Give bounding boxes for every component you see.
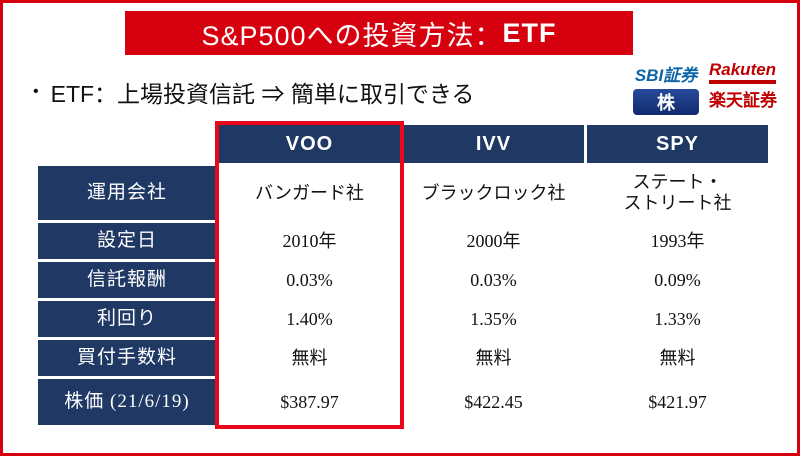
row-label-inception: 設定日 [38, 223, 216, 259]
rakuten-securities-logo: Rakuten 楽天証券 [709, 61, 777, 111]
cell-company-spy: ステート・ ストリート社 [587, 166, 768, 220]
row-label-company: 運用会社 [38, 166, 216, 220]
cell-inception-voo: 2010年 [219, 223, 400, 259]
etf-comparison-table: VOO IVV SPY 運用会社 バンガード社 ブラックロック社 ステート・ ス… [38, 121, 768, 429]
cell-fee-spy: 無料 [587, 340, 768, 376]
title-text: S&P500への投資方法： [201, 20, 503, 51]
cell-company-ivv: ブラックロック社 [403, 166, 584, 220]
cell-fee-ivv: 無料 [403, 340, 584, 376]
bullet-marker: • [33, 83, 39, 100]
cell-price-voo: $387.97 [219, 379, 400, 425]
cell-yield-voo: 1.40% [219, 301, 400, 337]
cell-company-voo: バンガード社 [219, 166, 400, 220]
broker-logos: SBI証券 株 Rakuten 楽天証券 [633, 61, 777, 115]
sbi-securities-logo: SBI証券 株 [633, 61, 699, 115]
cell-expense-ivv: 0.03% [403, 262, 584, 298]
bullet-line: • ETF：上場投資信託 ⇒ 簡単に取引できる [27, 75, 474, 109]
row-label-fee: 買付手数料 [38, 340, 216, 376]
rakuten-shoken-text: 楽天証券 [709, 90, 777, 110]
row-label-yield: 利回り [38, 301, 216, 337]
table-grid: VOO IVV SPY 運用会社 バンガード社 ブラックロック社 ステート・ ス… [38, 121, 768, 429]
cell-yield-ivv: 1.35% [403, 301, 584, 337]
cell-yield-spy: 1.33% [587, 301, 768, 337]
cell-fee-voo: 無料 [219, 340, 400, 376]
header-spy: SPY [587, 125, 768, 163]
title-banner: S&P500への投資方法： ETF [125, 11, 633, 55]
rakuten-brand-text: Rakuten [709, 61, 777, 84]
row-label-price: 株価 (21/6/19) [38, 379, 216, 425]
cell-expense-spy: 0.09% [587, 262, 768, 298]
cell-price-spy: $421.97 [587, 379, 768, 425]
title-highlight: ETF [502, 17, 557, 48]
sbi-kabu-badge: 株 [633, 89, 699, 115]
header-empty-cell [38, 125, 216, 163]
cell-price-ivv: $422.45 [403, 379, 584, 425]
row-label-expense: 信託報酬 [38, 262, 216, 298]
header-voo: VOO [219, 125, 400, 163]
sbi-logo-text: SBI証券 [634, 66, 698, 85]
bullet-text: ETF：上場投資信託 ⇒ 簡単に取引できる [50, 81, 475, 107]
cell-inception-spy: 1993年 [587, 223, 768, 259]
cell-inception-ivv: 2000年 [403, 223, 584, 259]
cell-expense-voo: 0.03% [219, 262, 400, 298]
header-ivv: IVV [403, 125, 584, 163]
